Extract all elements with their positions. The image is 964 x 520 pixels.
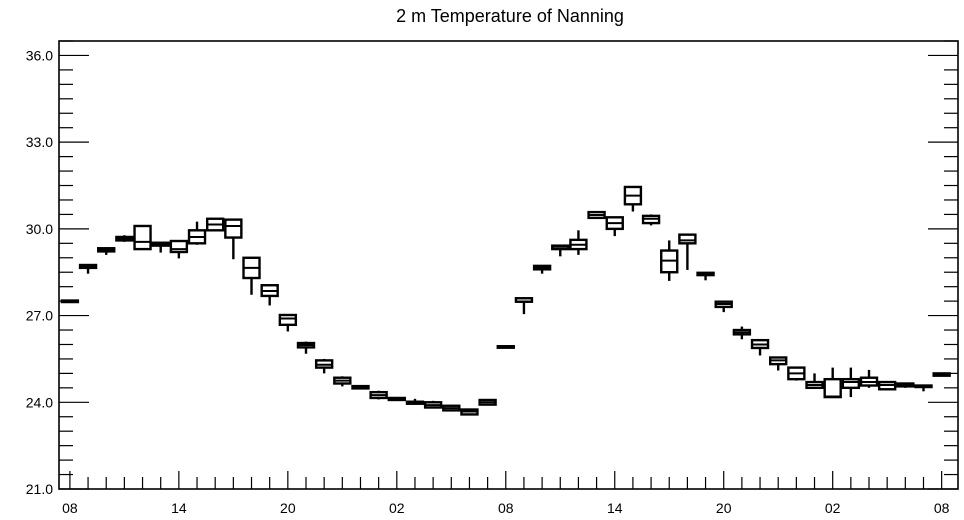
box-item [78, 263, 98, 274]
box-item [478, 398, 497, 406]
box-item [660, 240, 679, 281]
box-item [314, 358, 334, 374]
x-tick-label: 08 [498, 500, 514, 516]
box-item [605, 216, 624, 237]
box-item [787, 366, 806, 381]
box-item [333, 376, 352, 387]
x-tick-label: 08 [62, 500, 78, 516]
box-item [641, 214, 661, 226]
y-axis: 21.0 24.0 27.0 30.0 33.0 36.0 [26, 40, 958, 497]
box-item [387, 396, 407, 402]
box-body [224, 218, 243, 239]
box-item [551, 244, 570, 257]
box-series [60, 185, 951, 416]
box-item [678, 233, 697, 270]
box-body [823, 377, 842, 399]
plot-frame [58, 40, 959, 490]
box-item [896, 382, 915, 388]
box-item [242, 256, 261, 295]
box-item [859, 369, 879, 388]
box-item [914, 384, 933, 392]
box-item [769, 356, 788, 371]
box-item [532, 264, 552, 274]
box-item [169, 239, 189, 259]
y-tick-label: 33.0 [26, 134, 53, 150]
box-item [805, 373, 824, 390]
box-item [369, 390, 388, 400]
x-axis: 08 14 20 02 08 14 20 02 08 [62, 471, 950, 516]
x-tick-label: 14 [171, 500, 187, 516]
box-item [696, 271, 715, 281]
box-item [133, 224, 152, 251]
box-item [423, 400, 443, 409]
box-body [133, 224, 152, 251]
box-item [60, 299, 80, 304]
x-tick-label: 20 [716, 500, 732, 516]
box-item [496, 345, 515, 349]
box-item [405, 398, 425, 405]
y-tick-label: 21.0 [26, 481, 53, 497]
box-item [750, 338, 770, 356]
box-body [278, 313, 298, 327]
x-tick-label: 14 [607, 500, 623, 516]
box-item [187, 221, 207, 245]
box-item [115, 235, 134, 242]
x-tick-label: 08 [934, 500, 950, 516]
box-item [278, 313, 298, 332]
box-item [732, 326, 752, 340]
box-item [351, 384, 370, 390]
y-tick-label: 27.0 [26, 308, 53, 324]
box-item [877, 380, 897, 391]
box-item [587, 210, 606, 220]
x-tick-label: 02 [389, 500, 405, 516]
box-item [823, 367, 842, 399]
box-body [678, 233, 697, 245]
x-tick-label: 20 [280, 500, 296, 516]
box-item [151, 241, 170, 253]
y-tick-label: 36.0 [26, 47, 53, 63]
box-body [169, 239, 189, 254]
chart-title: 2 m Temperature of Nanning [396, 6, 624, 26]
box-item [97, 247, 116, 255]
box-item [224, 218, 243, 260]
box-item [460, 408, 479, 416]
box-item [623, 185, 643, 212]
y-tick-label: 24.0 [26, 394, 53, 410]
box-item [932, 372, 951, 377]
box-item [569, 230, 588, 255]
box-item [260, 284, 279, 306]
box-item [714, 300, 733, 313]
box-item [514, 297, 534, 315]
y-tick-label: 30.0 [26, 221, 53, 237]
box-item [296, 341, 316, 354]
box-body [841, 377, 861, 390]
box-item [442, 404, 461, 412]
box-item [205, 217, 225, 232]
x-tick-label: 02 [825, 500, 841, 516]
box-item [841, 367, 861, 398]
